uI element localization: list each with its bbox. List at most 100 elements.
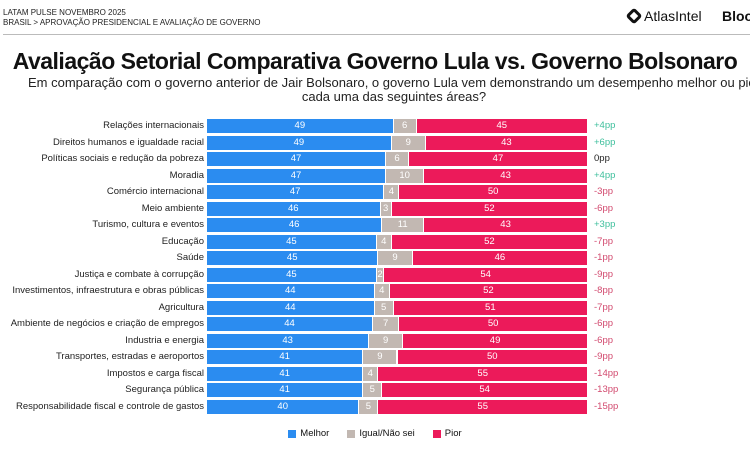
- delta-label: -7pp: [594, 235, 614, 247]
- bar-melhor: 49: [207, 135, 391, 150]
- bar-igual: 4: [384, 185, 399, 199]
- delta-label: -6pp: [594, 202, 614, 214]
- category-label: Agricultura: [158, 301, 204, 313]
- category-label: Investimentos, infraestrutura e obras pú…: [12, 285, 204, 296]
- category-label: Turismo, cultura e eventos: [92, 219, 204, 230]
- bar-melhor: 44: [207, 300, 374, 315]
- bar-pior: 50: [399, 317, 587, 331]
- table-row: Responsabilidade fiscal e controle de ga…: [0, 399, 750, 414]
- bar-igual: 2: [376, 267, 384, 282]
- report-series: LATAM PULSE NOVEMBRO 2025: [3, 8, 126, 17]
- table-row: Ambiente de negócios e criação de empreg…: [0, 317, 750, 331]
- partner-logo: Bloo: [722, 8, 750, 24]
- bar-melhor: 43: [207, 333, 369, 348]
- category-label: Educação: [161, 235, 204, 247]
- bar-melhor: 45: [207, 251, 378, 265]
- category-label: Impostos e carga fiscal: [106, 367, 204, 379]
- bar-igual: 5: [359, 399, 378, 414]
- table-row: Comércio internacional 47 4 50 -3pp: [0, 185, 750, 199]
- bar-igual: 5: [374, 300, 393, 315]
- chart-subtitle: Em comparação com o governo anterior de …: [27, 75, 750, 104]
- bar-pior: 43: [424, 218, 587, 232]
- bar-pior: 55: [378, 366, 587, 381]
- category-label: Responsabilidade fiscal e controle de ga…: [15, 400, 204, 412]
- legend-label: Igual/Não sei: [359, 428, 415, 439]
- legend-swatch: [288, 429, 297, 438]
- delta-label: -1pp: [594, 252, 614, 263]
- bar-melhor: 41: [207, 366, 363, 381]
- legend-swatch: [432, 429, 441, 438]
- table-row: Agricultura 44 5 51 -7pp: [0, 300, 750, 315]
- bar-igual: 9: [369, 333, 403, 348]
- bar-igual: 9: [391, 135, 425, 150]
- table-row: Impostos e carga fiscal 41 4 55 -14pp: [0, 366, 750, 381]
- bar-pior: 52: [391, 201, 587, 216]
- category-label: Moradia: [169, 169, 204, 181]
- delta-label: -8pp: [594, 285, 614, 296]
- bar-igual: 6: [393, 119, 416, 133]
- table-row: Segurança pública 41 5 54 -13pp: [0, 383, 750, 397]
- category-label: Industria e energia: [125, 334, 204, 346]
- bar-melhor: 49: [207, 119, 393, 133]
- delta-label: +3pp: [594, 219, 616, 230]
- category-label: Segurança pública: [125, 384, 204, 395]
- bar-pior: 43: [424, 168, 587, 183]
- table-row: Saúde 45 9 46 -1pp: [0, 251, 750, 265]
- delta-label: -15pp: [594, 400, 619, 412]
- delta-label: -6pp: [594, 334, 614, 346]
- delta-label: +6pp: [594, 136, 616, 148]
- bar-melhor: 41: [207, 383, 363, 397]
- divider: [3, 34, 750, 35]
- category-label: Políticas sociais e redução da pobreza: [41, 153, 204, 164]
- delta-label: -3pp: [594, 186, 614, 197]
- bar-pior: 55: [378, 399, 587, 414]
- bar-pior: 47: [408, 152, 587, 166]
- chart-title: Avaliação Setorial Comparativa Governo L…: [12, 48, 738, 74]
- legend-label: Pior: [444, 428, 462, 439]
- category-label: Saúde: [176, 252, 204, 263]
- bar-igual: 5: [363, 383, 382, 397]
- table-row: Industria e energia 43 9 49 -6pp: [0, 333, 750, 348]
- bar-igual: 7: [372, 317, 399, 331]
- delta-label: +4pp: [594, 120, 616, 131]
- delta-label: -6pp: [594, 318, 614, 329]
- category-label: Relações internacionais: [103, 120, 204, 131]
- breadcrumb: BRASIL > APROVAÇÃO PRESIDENCIAL E AVALIA…: [3, 18, 261, 27]
- category-label: Justiça e combate à corrupção: [74, 268, 204, 280]
- atlas-logo-icon: [625, 7, 643, 25]
- atlasintel-logo: AtlasIntel: [625, 7, 702, 25]
- table-row: Meio ambiente 46 3 52 -6pp: [0, 201, 750, 216]
- bar-pior: 46: [412, 251, 587, 265]
- legend-item-igual: Igual/Não sei: [347, 428, 415, 439]
- table-row: Turismo, cultura e eventos 46 11 43 +3pp: [0, 218, 750, 232]
- bar-melhor: 47: [207, 152, 386, 166]
- bar-igual: 11: [382, 218, 424, 232]
- delta-label: -13pp: [594, 384, 619, 395]
- bar-melhor: 41: [207, 350, 363, 364]
- bar-pior: 43: [425, 135, 587, 150]
- delta-label: -9pp: [594, 351, 614, 362]
- category-label: Ambiente de negócios e criação de empreg…: [10, 318, 204, 329]
- delta-label: -9pp: [594, 268, 614, 280]
- bar-pior: 54: [384, 267, 587, 282]
- delta-label: 0pp: [594, 153, 610, 164]
- bar-igual: 4: [374, 284, 389, 298]
- bar-igual: 4: [376, 234, 391, 249]
- bar-pior: 52: [391, 234, 587, 249]
- bar-melhor: 45: [207, 234, 376, 249]
- bar-pior: 50: [397, 350, 587, 364]
- table-row: Moradia 47 10 43 +4pp: [0, 168, 750, 183]
- bar-pior: 50: [399, 185, 587, 199]
- category-label: Direitos humanos e igualdade racial: [52, 136, 204, 148]
- bar-pior: 52: [389, 284, 587, 298]
- bar-pior: 51: [393, 300, 587, 315]
- delta-label: -7pp: [594, 301, 614, 313]
- delta-label: -14pp: [594, 367, 619, 379]
- bar-igual: 9: [378, 251, 412, 265]
- legend-item-melhor: Melhor: [288, 428, 329, 439]
- delta-label: +4pp: [594, 169, 616, 181]
- bar-melhor: 44: [207, 317, 372, 331]
- bar-pior: 45: [416, 119, 587, 133]
- table-row: Direitos humanos e igualdade racial 49 9 43…: [0, 135, 750, 150]
- bar-igual: 6: [386, 152, 408, 166]
